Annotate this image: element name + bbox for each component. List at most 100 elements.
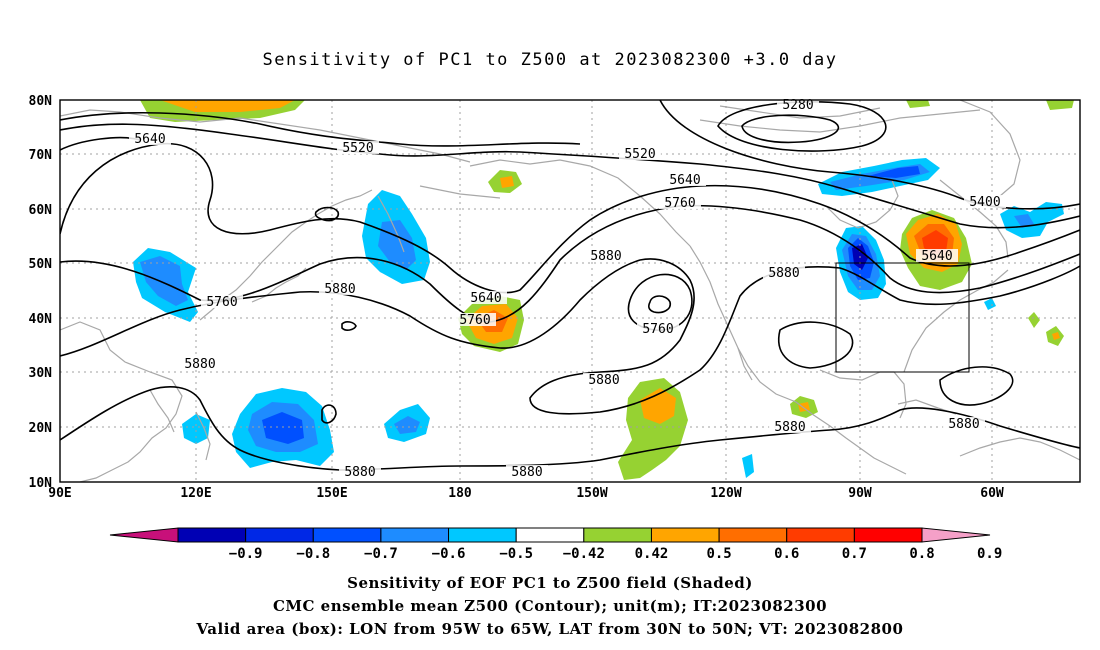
contour-label-text: 5640	[669, 173, 700, 188]
negative-patch	[742, 454, 754, 478]
contour-5760-inner	[648, 295, 672, 314]
lat-tick-label: 60N	[29, 203, 53, 218]
contour-label-text: 5760	[206, 295, 237, 310]
contour-label-text: 5880	[344, 465, 375, 480]
contour-label-text: 5400	[969, 195, 1000, 210]
coastline-siberia	[60, 109, 471, 163]
colorbar-under-triangle	[109, 527, 179, 543]
contour-label: 5880	[506, 465, 548, 480]
coastline-hudson	[825, 179, 899, 229]
contour-label-text: 5880	[324, 282, 355, 297]
contour-label-text: 5880	[588, 373, 619, 388]
contour-label-text: 5880	[774, 420, 805, 435]
contour-label-text: 5280	[782, 98, 813, 113]
contour-5880-a	[60, 258, 1080, 415]
colorbar-tick-label: 0.5	[706, 546, 731, 562]
contour-label-text: 5880	[590, 249, 621, 264]
contour-label: 5640	[664, 173, 706, 188]
z500-contour-layer	[60, 100, 1080, 471]
colorbar-bin	[583, 527, 652, 543]
contour-label: 5880	[319, 282, 361, 297]
contour-label: 5880	[943, 417, 985, 432]
contour-label: 5880	[583, 373, 625, 388]
contour-small-a	[314, 206, 340, 222]
positive-patch	[1052, 332, 1060, 340]
coastline-south-america	[959, 437, 1080, 461]
contour-label: 5880	[179, 357, 221, 372]
colorbar-tick-label: −0.7	[364, 546, 398, 562]
coastline-central-america	[811, 413, 907, 475]
positive-patch	[906, 100, 930, 108]
contour-label-text: 5760	[664, 196, 695, 211]
contour-label: 5400	[964, 195, 1006, 210]
colorbar-bin	[177, 527, 247, 543]
contour-5880-c	[939, 366, 1014, 406]
colorbar-bin	[786, 527, 855, 543]
positive-patch	[500, 176, 514, 188]
lat-tick-label: 40N	[29, 312, 53, 327]
coastline-japan	[251, 267, 307, 303]
contour-5760	[60, 204, 1080, 323]
contour-label: 5880	[763, 266, 805, 281]
colorbar-bin	[312, 527, 382, 543]
positive-patch	[1028, 312, 1040, 328]
colorbar-bin	[853, 527, 923, 543]
positive-patch	[640, 388, 676, 424]
colorbar-over-triangle	[921, 527, 991, 543]
coastline-baja	[737, 347, 753, 381]
lon-tick-label: 90E	[48, 486, 71, 501]
contour-label: 5760	[637, 322, 679, 337]
grid-layer	[60, 100, 1080, 482]
contour-small-c	[321, 404, 337, 424]
lon-tick-label: 120W	[710, 486, 741, 501]
contour-label-text: 5880	[184, 357, 215, 372]
contour-5280-inner	[741, 114, 840, 144]
contour-label-text: 5520	[624, 147, 655, 162]
coastline-alaska	[469, 159, 691, 247]
positive-patch	[1046, 100, 1074, 110]
coastline-philippines	[195, 411, 211, 461]
colorbar-tick-label: −0.5	[499, 546, 533, 562]
contour-5760-low	[627, 273, 693, 331]
negative-patch	[984, 298, 996, 310]
contour-label-text: 5880	[768, 266, 799, 281]
map-frame	[59, 99, 1081, 483]
contour-label-text: 5520	[342, 141, 373, 156]
colorbar-tick-label: 0.9	[977, 546, 1002, 562]
positive-patch	[922, 230, 948, 254]
contour-5880-b	[60, 386, 1080, 471]
contour-label: 5880	[769, 420, 811, 435]
lat-tick-label: 30N	[29, 366, 53, 381]
contour-label: 5880	[585, 249, 627, 264]
lon-tick-label: 150W	[576, 486, 607, 501]
caption-contour-description: CMC ensemble mean Z500 (Contour); unit(m…	[272, 597, 828, 615]
colorbar-tick-label: 0.6	[774, 546, 799, 562]
lat-tick-label: 10N	[29, 476, 53, 491]
negative-patch	[1014, 214, 1034, 228]
contour-label: 5640	[916, 249, 958, 264]
colorbar-bin	[245, 527, 314, 543]
colorbar-tick-label: 0.7	[842, 546, 867, 562]
contour-label-text: 5760	[642, 322, 673, 337]
contour-5280-outer	[717, 101, 887, 152]
valid-area-box	[835, 262, 970, 373]
negative-patch	[182, 414, 210, 444]
contour-label: 5640	[129, 132, 171, 147]
colorbar-bin	[650, 527, 720, 543]
colorbar-tick-label: −0.6	[432, 546, 466, 562]
lon-tick-label: 180	[448, 486, 472, 501]
colorbar-tick-label: −0.42	[563, 546, 605, 562]
coastline-greenland	[959, 100, 1021, 197]
lat-tick-label: 80N	[29, 94, 53, 109]
coastline-labrador	[939, 179, 1009, 259]
contour-5520-a	[60, 123, 1080, 229]
shaded-sensitivity-layer	[133, 100, 1074, 480]
negative-patch	[868, 166, 920, 178]
contour-label-text: 5640	[134, 132, 165, 147]
contour-label: 5760	[201, 295, 243, 310]
figure-title: Sensitivity of PC1 to Z500 at 2023082300…	[262, 50, 838, 70]
caption-valid-area: Valid area (box): LON from 95W to 65W, L…	[196, 620, 904, 638]
coastline-arctic-islands	[719, 105, 881, 119]
contour-label: 5280	[777, 98, 819, 113]
